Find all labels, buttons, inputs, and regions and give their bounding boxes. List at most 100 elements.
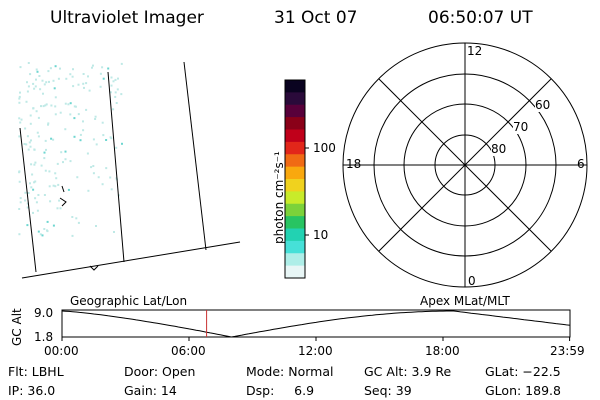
timeline-ytick-bottom: 1.8 bbox=[34, 330, 54, 344]
emission-dot bbox=[26, 206, 29, 209]
emission-dot bbox=[112, 80, 115, 83]
emission-dot bbox=[97, 176, 100, 179]
colorbar-tick-100: 100 bbox=[313, 141, 336, 155]
emission-dot bbox=[52, 138, 55, 141]
colorbar-segment bbox=[285, 166, 305, 180]
emission-dot bbox=[115, 102, 118, 104]
emission-dot bbox=[82, 73, 85, 75]
emission-dot bbox=[88, 89, 91, 92]
emission-dot bbox=[24, 199, 27, 202]
emission-dot bbox=[65, 77, 68, 80]
emission-dot bbox=[85, 108, 88, 111]
emission-dot bbox=[102, 134, 105, 137]
emission-dot bbox=[83, 86, 85, 89]
emission-dot bbox=[64, 150, 67, 153]
colorbar-segment bbox=[285, 154, 305, 168]
emission-dot bbox=[29, 122, 32, 125]
emission-dot bbox=[40, 105, 42, 108]
emission-dot bbox=[48, 185, 51, 188]
colorbar-segment bbox=[285, 80, 305, 93]
emission-dot bbox=[27, 192, 30, 194]
info-glon: GLon: 189.8 bbox=[485, 383, 561, 398]
emission-dot bbox=[101, 183, 104, 186]
emission-dot bbox=[90, 166, 93, 169]
emission-dot bbox=[29, 73, 32, 76]
emission-dot bbox=[19, 121, 22, 124]
emission-dot bbox=[49, 200, 52, 203]
emission-dot bbox=[52, 79, 55, 82]
emission-dot bbox=[71, 216, 74, 218]
emission-dot bbox=[30, 139, 32, 142]
emission-dot bbox=[102, 77, 105, 80]
emission-dot bbox=[37, 194, 40, 196]
emission-dot bbox=[60, 151, 63, 154]
emission-dot bbox=[57, 183, 60, 186]
mlt-label-6: 6 bbox=[577, 157, 585, 171]
lat-label-60: 60 bbox=[535, 98, 551, 112]
emission-dot bbox=[33, 87, 36, 90]
mlt-label-0: 0 bbox=[468, 274, 476, 288]
emission-dot bbox=[69, 160, 72, 163]
emission-dot bbox=[105, 167, 108, 170]
emission-dot bbox=[64, 128, 67, 131]
info-door: Door: Open bbox=[124, 364, 196, 379]
emission-dot bbox=[59, 111, 62, 114]
emission-dot bbox=[33, 181, 36, 184]
emission-dot bbox=[114, 78, 117, 81]
emission-dot bbox=[59, 67, 61, 70]
timeline-xtick-2: 12:00 bbox=[298, 344, 333, 358]
emission-dot bbox=[75, 217, 78, 220]
emission-dot bbox=[47, 123, 49, 126]
emission-dot bbox=[99, 85, 102, 88]
emission-dot bbox=[27, 62, 30, 64]
emission-dot bbox=[26, 224, 29, 227]
emission-dot bbox=[46, 230, 49, 233]
emission-dot bbox=[18, 135, 21, 138]
colorbar-segment bbox=[285, 203, 305, 217]
emission-dot bbox=[82, 129, 85, 132]
emission-dot bbox=[35, 68, 38, 71]
emission-dot bbox=[105, 139, 108, 141]
emission-dot bbox=[92, 138, 95, 141]
emission-dot bbox=[31, 173, 34, 176]
colorbar-segment bbox=[285, 117, 305, 131]
polar-diagonal bbox=[378, 78, 552, 252]
timeline-xtick-3: 18:00 bbox=[425, 344, 460, 358]
emission-dot bbox=[53, 87, 56, 90]
emission-dot bbox=[115, 146, 118, 149]
emission-dot bbox=[120, 62, 123, 65]
emission-dot bbox=[121, 142, 123, 145]
emission-dot bbox=[110, 188, 113, 191]
emission-dot bbox=[25, 100, 28, 103]
emission-dot bbox=[43, 228, 46, 230]
info-mode: Mode: Normal bbox=[246, 364, 334, 379]
emission-dot bbox=[34, 85, 37, 88]
emission-dot bbox=[91, 66, 93, 69]
emission-dot bbox=[18, 180, 21, 183]
emission-dot bbox=[107, 67, 110, 70]
emission-dot bbox=[82, 82, 85, 85]
emission-dot bbox=[43, 83, 46, 86]
emission-dot bbox=[82, 120, 84, 123]
emission-dot bbox=[36, 70, 39, 73]
emission-dot bbox=[73, 135, 76, 138]
emission-dot bbox=[41, 234, 44, 237]
emission-dot bbox=[32, 107, 35, 110]
emission-dot bbox=[43, 157, 46, 160]
emission-dot bbox=[45, 81, 48, 84]
emission-dot bbox=[36, 131, 39, 134]
colorbar-segment bbox=[285, 228, 305, 242]
emission-dot bbox=[69, 102, 72, 105]
emission-dot bbox=[26, 90, 29, 93]
emission-dot bbox=[35, 78, 37, 81]
meridian-line bbox=[107, 71, 125, 263]
timeline-frame bbox=[61, 309, 571, 338]
emission-dot bbox=[26, 135, 29, 138]
timeline-xtick-4: 23:59 bbox=[550, 344, 585, 358]
emission-dot bbox=[54, 172, 57, 175]
altitude-curve bbox=[61, 310, 571, 338]
emission-dot bbox=[46, 220, 49, 223]
emission-dot bbox=[20, 118, 23, 121]
